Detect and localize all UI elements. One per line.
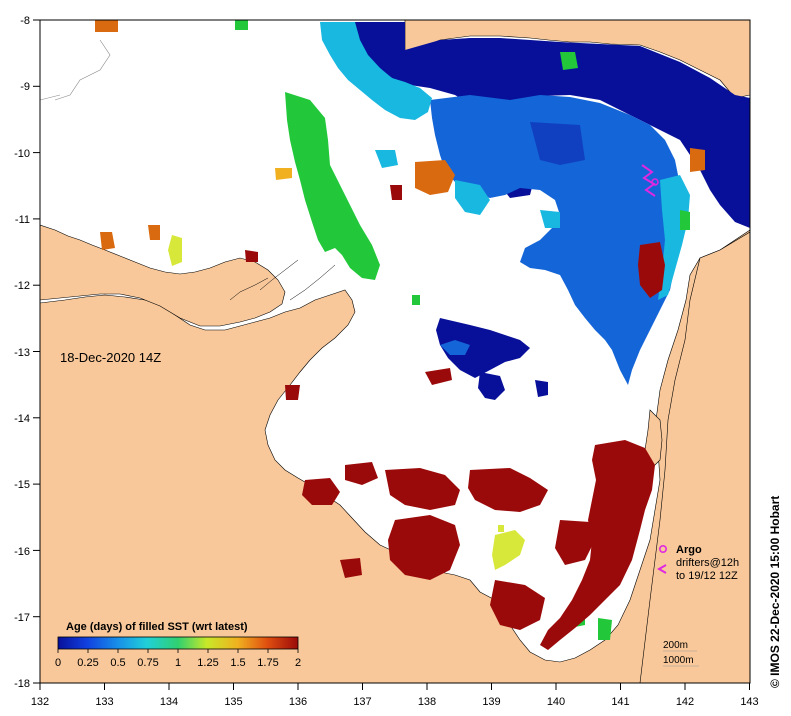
lat-label-13: -13 (14, 347, 30, 359)
lat-label-8: -8 (20, 15, 30, 27)
lon-label-140: 140 (547, 696, 565, 708)
argo-legend-icon (658, 544, 667, 553)
coastline-detail (229, 259, 336, 301)
date-label: 18-Dec-2020 14Z (60, 350, 161, 365)
lat-label-17: -17 (14, 612, 30, 624)
lon-label-138: 138 (418, 696, 436, 708)
lat-label-12: -12 (14, 280, 30, 292)
colorbar-tick-175: 1.75 (257, 657, 278, 669)
colorbar-gradient (57, 636, 299, 650)
land-arnhem (40, 224, 286, 327)
lon-label-136: 136 (289, 696, 307, 708)
drifter-legend: Argo drifters@12h to 19/12 12Z 200m 1000… (656, 544, 739, 667)
colorbar-tick-05: 0.5 (110, 657, 125, 669)
colorbar-title: Age (days) of filled SST (wrt latest) (66, 621, 248, 633)
argo-float-marker (651, 178, 659, 186)
lat-label-18: -18 (14, 678, 30, 690)
latitude-axis: -8 -9 -10 -11 -12 -13 -14 -15 -16 -17 -1… (14, 15, 40, 690)
sst-age-2-patches (245, 185, 665, 650)
land-right-edge (639, 231, 750, 683)
colorbar-tick-1: 1 (175, 657, 181, 669)
colorbar-tick-025: 0.25 (77, 657, 98, 669)
lat-label-16: -16 (14, 546, 30, 558)
contour-200m-label: 200m (663, 640, 688, 651)
drifters-legend-sub: to 19/12 12Z (676, 570, 738, 582)
contour-1000m-label: 1000m (663, 655, 694, 666)
lat-label-15: -15 (14, 479, 30, 491)
lon-label-142: 142 (676, 696, 694, 708)
lon-label-135: 135 (224, 696, 242, 708)
lon-label-132: 132 (31, 696, 49, 708)
lat-label-11: -11 (15, 214, 30, 226)
colorbar-tick-125: 1.25 (197, 657, 218, 669)
longitude-axis: 132 133 134 135 136 137 138 139 140 141 … (31, 683, 759, 708)
lat-label-9: -9 (20, 81, 30, 93)
colorbar-tick-075: 0.75 (137, 657, 158, 669)
lon-label-137: 137 (353, 696, 371, 708)
lat-label-10: -10 (14, 148, 30, 160)
imos-credit: © IMOS 22-Dec-2020 15:00 Hobart (768, 496, 782, 688)
contour-200m (40, 39, 111, 101)
colorbar-tick-0: 0 (55, 657, 61, 669)
sst-age-1-patches (168, 235, 525, 570)
argo-legend-label: Argo (676, 544, 702, 556)
sst-age-025-patches (430, 95, 682, 385)
sst-age-05-patches (320, 22, 690, 300)
lon-label-143: 143 (740, 696, 758, 708)
drifters-legend-label: drifters@12h (676, 557, 739, 569)
lon-label-133: 133 (95, 696, 113, 708)
sst-age-15-patches (95, 20, 705, 250)
lat-label-14: -14 (14, 413, 30, 425)
lon-label-139: 139 (482, 696, 500, 708)
colorbar-tick-2: 2 (295, 657, 301, 669)
lon-label-134: 134 (160, 696, 178, 708)
lon-label-141: 141 (611, 696, 629, 708)
colorbar: Age (days) of filled SST (wrt latest) 0 … (55, 621, 301, 669)
argo-drifter-track (641, 164, 656, 197)
drifter-legend-icon (656, 564, 667, 574)
colorbar-tick-15: 1.5 (230, 657, 245, 669)
